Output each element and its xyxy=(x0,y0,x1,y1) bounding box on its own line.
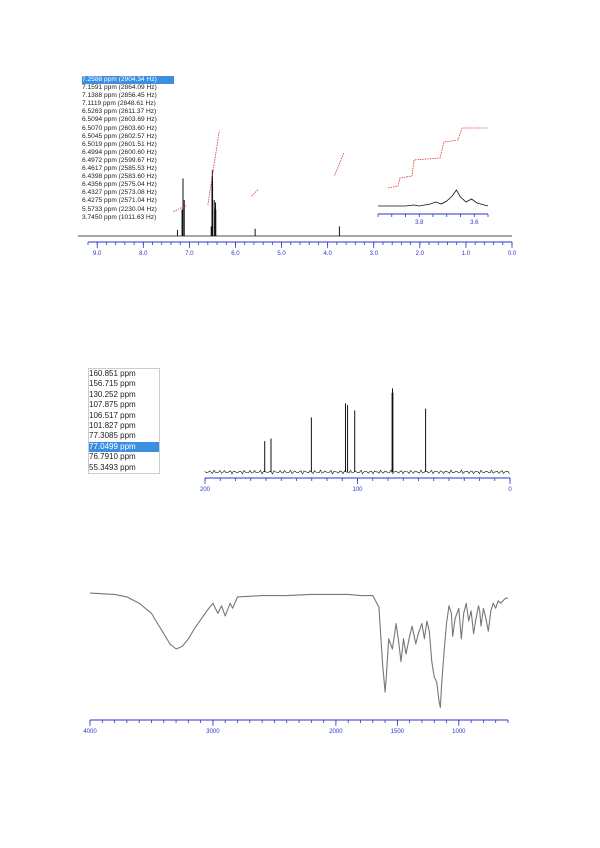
h-nmr-tick-label: 7.0 xyxy=(185,251,194,257)
h-nmr-panel: 9.0 8.0 7.0 6.0 5.0 4.0 3.0 2.0 1.0 0.0 3.6 3.8 7.2… xyxy=(0,0,600,270)
c-nmr-peak-item[interactable]: 160.851 ppm xyxy=(89,369,136,378)
h-nmr-inset-trace xyxy=(378,189,489,207)
c-nmr-baseline xyxy=(204,469,510,475)
h-nmr-peak-item[interactable]: 7.1591 ppm (2864.09 Hz) xyxy=(82,84,157,92)
h-nmr-tick-label: 2.0 xyxy=(416,251,425,257)
c-nmr-peak-item[interactable]: 76.7910 ppm xyxy=(89,452,136,462)
c-nmr-peak-item[interactable]: 130.252 ppm xyxy=(89,389,136,399)
c-nmr-tick-label: 200 xyxy=(200,487,211,493)
ir-tick-label: 4000 xyxy=(83,729,97,735)
c-nmr-tick-label: 100 xyxy=(352,487,363,493)
h-nmr-integral xyxy=(207,130,220,206)
c-nmr-peak-list[interactable]: 160.851 ppm 156.715 ppm 130.252 ppm 107.875… xyxy=(88,368,160,475)
h-nmr-integral xyxy=(251,188,259,197)
c-nmr-peak-item[interactable]: 55.3493 ppm xyxy=(89,462,136,472)
h-nmr-peak-item[interactable]: 6.4617 ppm (2585.53 Hz) xyxy=(82,165,157,173)
h-nmr-peak-item[interactable]: 7.1388 ppm (2856.45 Hz) xyxy=(82,92,157,100)
h-nmr-tick-label: 4.0 xyxy=(323,251,332,257)
ir-tick-label: 1000 xyxy=(452,729,466,735)
h-nmr-peak-item[interactable]: 6.4275 ppm (2571.04 Hz) xyxy=(82,197,157,205)
c-nmr-panel: 200 100 0 160.851 ppm 156.715 ppm 130.252 pp… xyxy=(0,360,600,500)
ir-chart: 4000 3000 2000 1500 1000 xyxy=(83,592,509,735)
c-nmr-peak-item[interactable]: 77.3085 ppm xyxy=(89,431,136,441)
ir-tick-label: 3000 xyxy=(206,729,220,735)
h-nmr-peak-item[interactable]: 6.4356 ppm (2575.04 Hz) xyxy=(82,181,157,189)
h-nmr-peak-item[interactable]: 6.5019 ppm (2601.51 Hz) xyxy=(82,140,157,148)
h-nmr-peak-item[interactable]: 6.4327 ppm (2573.08 Hz) xyxy=(82,189,157,197)
h-nmr-peak-item[interactable]: 6.5094 ppm (2603.69 Hz) xyxy=(82,116,157,124)
c-nmr-peak-item[interactable]: 106.517 ppm xyxy=(89,410,136,420)
h-nmr-peak-item[interactable]: 6.5070 ppm (2603.60 Hz) xyxy=(82,124,157,132)
h-nmr-tick-label: 3.0 xyxy=(370,251,379,257)
h-nmr-inset-tick-label: 3.8 xyxy=(415,220,424,226)
h-nmr-inset-tick-label: 3.6 xyxy=(470,220,479,226)
c-nmr-chart: 200 100 0 xyxy=(200,388,512,493)
h-nmr-tick-label: 6.0 xyxy=(231,251,240,257)
h-nmr-peak-item[interactable]: 7.2588 ppm (2904.34 Hz) xyxy=(82,76,174,85)
c-nmr-peak-item[interactable]: 101.827 ppm xyxy=(89,421,136,431)
h-nmr-peak-item[interactable]: 6.4398 ppm (2583.60 Hz) xyxy=(82,173,157,181)
h-nmr-peak-item[interactable]: 6.4972 ppm (2599.67 Hz) xyxy=(82,156,157,164)
h-nmr-peak-item[interactable]: 6.5263 ppm (2611.37 Hz) xyxy=(82,108,157,116)
h-nmr-peak-item[interactable]: 6.4994 ppm (2600.60 Hz) xyxy=(82,148,157,156)
ir-panel: 4000 3000 2000 1500 1000 xyxy=(0,570,600,745)
h-nmr-tick-label: 0.0 xyxy=(508,251,517,257)
c-nmr-tick-label: 0 xyxy=(508,487,512,493)
ir-trace xyxy=(89,592,508,708)
ir-tick-label: 2000 xyxy=(329,729,343,735)
h-nmr-peak-item[interactable]: 3.7450 ppm (1011.63 Hz) xyxy=(82,213,157,221)
h-nmr-tick-label: 9.0 xyxy=(93,251,102,257)
h-nmr-tick-label: 1.0 xyxy=(462,251,471,257)
h-nmr-integral xyxy=(334,152,345,176)
h-nmr-peak-item[interactable]: 5.5733 ppm (2230.04 Hz) xyxy=(82,205,157,213)
h-nmr-peak-item[interactable]: 7.1119 ppm (2848.61 Hz) xyxy=(82,100,156,108)
c-nmr-peak-item[interactable]: 156.715 ppm xyxy=(89,379,136,389)
h-nmr-peak-list[interactable]: 7.2588 ppm (2904.34 Hz) 7.1591 ppm (2864.… xyxy=(82,76,174,222)
h-nmr-integral xyxy=(173,204,188,212)
h-nmr-inset-integral xyxy=(387,127,488,189)
ir-tick-label: 1500 xyxy=(391,729,405,735)
h-nmr-tick-label: 8.0 xyxy=(139,251,148,257)
c-nmr-peak-item[interactable]: 107.875 ppm xyxy=(89,400,136,410)
h-nmr-tick-label: 5.0 xyxy=(277,251,286,257)
c-nmr-peak-item[interactable]: 77.0499 ppm xyxy=(89,441,159,453)
h-nmr-chart: 9.0 8.0 7.0 6.0 5.0 4.0 3.0 2.0 1.0 0.0 3.6 3.8 xyxy=(78,127,517,257)
h-nmr-peak-item[interactable]: 6.5045 ppm (2602.57 Hz) xyxy=(82,132,157,140)
